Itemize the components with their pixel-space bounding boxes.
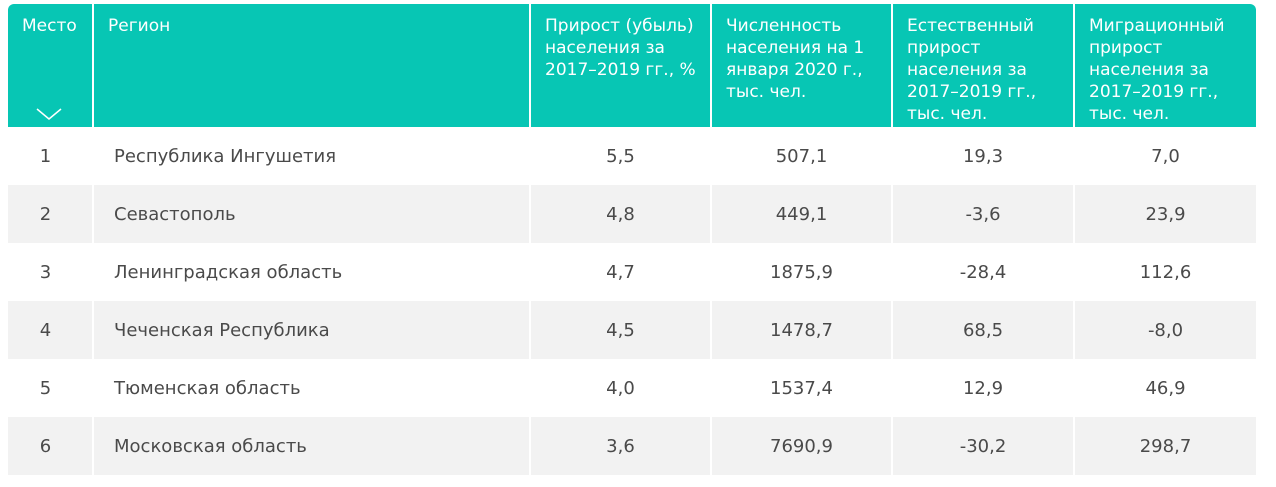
column-header-rank-label: Место xyxy=(22,16,77,36)
cell-rank: 6 xyxy=(8,417,94,475)
table-row: 6 Московская область 3,6 7690,9 -30,2 29… xyxy=(8,417,1256,475)
cell-natural: 19,3 xyxy=(893,127,1075,185)
cell-migration: 7,0 xyxy=(1075,127,1256,185)
cell-migration: 23,9 xyxy=(1075,185,1256,243)
column-header-region[interactable]: Регион xyxy=(94,4,531,127)
cell-natural: 68,5 xyxy=(893,301,1075,359)
column-header-migration[interactable]: Миграционный прирост населения за 2017–2… xyxy=(1075,4,1256,127)
cell-population: 507,1 xyxy=(712,127,893,185)
cell-natural: -3,6 xyxy=(893,185,1075,243)
cell-rank: 1 xyxy=(8,127,94,185)
cell-population: 449,1 xyxy=(712,185,893,243)
cell-rank: 4 xyxy=(8,301,94,359)
cell-region: Чеченская Республика xyxy=(94,301,531,359)
cell-growth: 4,0 xyxy=(531,359,712,417)
table-row: 1 Республика Ингушетия 5,5 507,1 19,3 7,… xyxy=(8,127,1256,185)
column-header-rank[interactable]: Место xyxy=(8,4,94,127)
cell-migration: -8,0 xyxy=(1075,301,1256,359)
cell-region: Тюменская область xyxy=(94,359,531,417)
column-header-natural[interactable]: Естественный прирост населения за 2017–2… xyxy=(893,4,1075,127)
cell-migration: 46,9 xyxy=(1075,359,1256,417)
cell-rank: 3 xyxy=(8,243,94,301)
column-header-population[interactable]: Численность населения на 1 января 2020 г… xyxy=(712,4,893,127)
cell-natural: -30,2 xyxy=(893,417,1075,475)
cell-growth: 5,5 xyxy=(531,127,712,185)
table-row: 4 Чеченская Республика 4,5 1478,7 68,5 -… xyxy=(8,301,1256,359)
cell-region: Московская область xyxy=(94,417,531,475)
cell-region: Ленинградская область xyxy=(94,243,531,301)
cell-population: 1537,4 xyxy=(712,359,893,417)
cell-region: Севастополь xyxy=(94,185,531,243)
column-header-growth-label: Прирост (убыль) населения за 2017–2019 г… xyxy=(545,16,696,80)
cell-growth: 4,8 xyxy=(531,185,712,243)
cell-population: 1478,7 xyxy=(712,301,893,359)
table-row: 3 Ленинградская область 4,7 1875,9 -28,4… xyxy=(8,243,1256,301)
cell-region: Республика Ингушетия xyxy=(94,127,531,185)
cell-migration: 112,6 xyxy=(1075,243,1256,301)
cell-natural: -28,4 xyxy=(893,243,1075,301)
column-header-growth[interactable]: Прирост (убыль) населения за 2017–2019 г… xyxy=(531,4,712,127)
cell-natural: 12,9 xyxy=(893,359,1075,417)
cell-rank: 5 xyxy=(8,359,94,417)
column-header-population-label: Численность населения на 1 января 2020 г… xyxy=(726,16,865,102)
population-table: Место Регион Прирост (убыль) населения з… xyxy=(8,4,1256,475)
table-row: 5 Тюменская область 4,0 1537,4 12,9 46,9 xyxy=(8,359,1256,417)
column-header-region-label: Регион xyxy=(108,16,171,36)
table-row: 2 Севастополь 4,8 449,1 -3,6 23,9 xyxy=(8,185,1256,243)
cell-population: 1875,9 xyxy=(712,243,893,301)
table-header-row: Место Регион Прирост (убыль) населения з… xyxy=(8,4,1256,127)
cell-growth: 3,6 xyxy=(531,417,712,475)
column-header-migration-label: Миграционный прирост населения за 2017–2… xyxy=(1089,16,1225,124)
cell-growth: 4,7 xyxy=(531,243,712,301)
column-header-natural-label: Естественный прирост населения за 2017–2… xyxy=(907,16,1037,124)
cell-rank: 2 xyxy=(8,185,94,243)
cell-migration: 298,7 xyxy=(1075,417,1256,475)
cell-growth: 4,5 xyxy=(531,301,712,359)
chevron-down-icon[interactable] xyxy=(36,107,62,121)
cell-population: 7690,9 xyxy=(712,417,893,475)
